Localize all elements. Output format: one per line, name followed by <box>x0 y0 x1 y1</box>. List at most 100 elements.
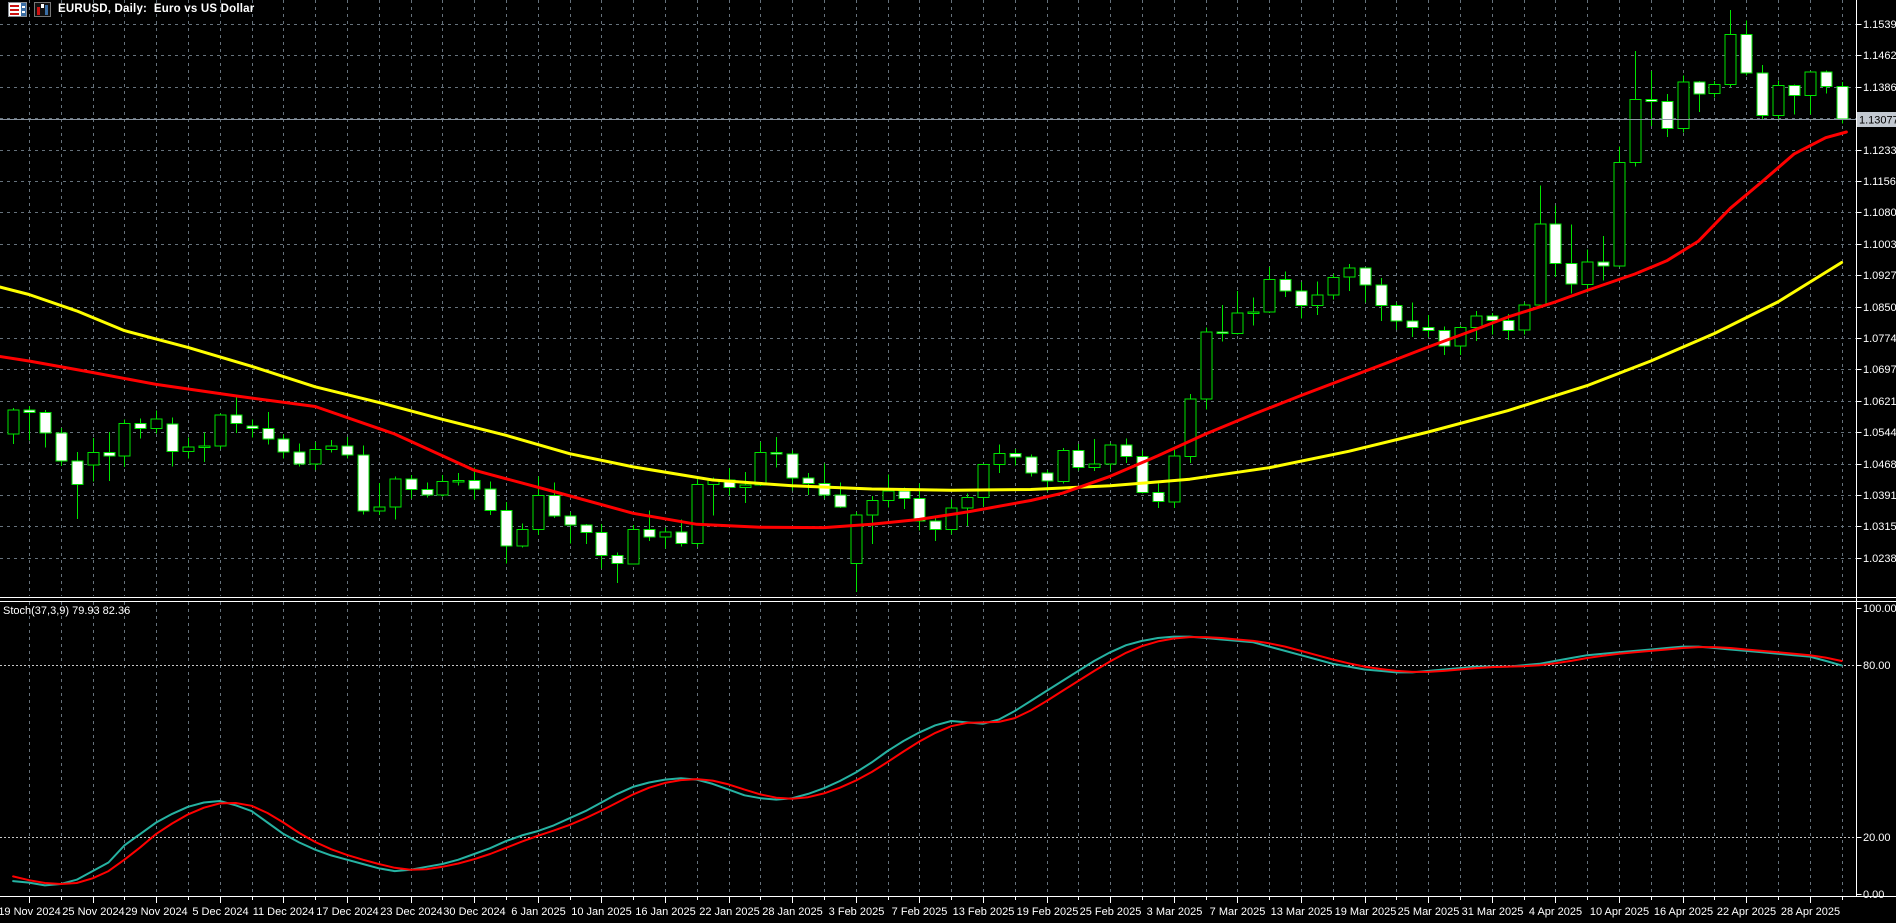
candle-body-bull <box>691 484 704 545</box>
candle-body-bull <box>436 481 449 496</box>
candle-body-bear <box>1009 453 1022 458</box>
price-axis[interactable]: 1.15390 1.14625 1.13860 1.12330 1.11565 1.108… <box>1856 0 1896 901</box>
candle-body-bear <box>39 412 52 434</box>
candle-body-bear <box>1740 34 1753 74</box>
candle-body-bear <box>1025 456 1038 474</box>
time-tick-label: 13 Mar 2025 <box>1271 906 1333 918</box>
candle-body-bull <box>1327 276 1340 296</box>
time-tick-label: 7 Feb 2025 <box>892 906 948 918</box>
candle-body-bull <box>945 507 958 531</box>
stoch-tick-label: 100.00 <box>1863 603 1896 615</box>
price-tick-label: 1.02385 <box>1863 553 1896 565</box>
time-tick-label: 10 Apr 2025 <box>1590 906 1649 918</box>
candle-body-bear <box>1820 71 1833 87</box>
candle-body-bear <box>1295 290 1308 307</box>
candle-body-bear <box>548 495 561 517</box>
candle-body-bear <box>1502 319 1515 331</box>
price-tick-label: 1.06975 <box>1863 364 1896 376</box>
stoch-indicator-label: Stoch(37,3,9) 79.93 82.36 <box>3 605 130 617</box>
candle-body-bull <box>309 449 322 465</box>
time-tick-label: 3 Feb 2025 <box>829 906 885 918</box>
price-tick-label: 1.03915 <box>1863 490 1896 502</box>
candle-body-bull <box>1772 85 1785 117</box>
time-tick-label: 5 Dec 2024 <box>192 906 248 918</box>
time-axis[interactable]: 19 Nov 2024 25 Nov 2024 29 Nov 2024 5 Dec 2… <box>0 896 1896 919</box>
candle-body-bear <box>262 427 275 440</box>
candle-body-bull <box>325 445 338 451</box>
stoch-lines <box>12 635 1843 887</box>
chart-title-bar: EURUSD, Daily: Euro vs US Dollar <box>8 1 254 17</box>
candle-body-bull <box>1200 331 1213 400</box>
candle-body-bull <box>389 478 402 508</box>
candle-body-bull <box>1581 261 1594 285</box>
candle-body-bear <box>166 423 179 452</box>
candle-body-bear <box>1788 85 1801 96</box>
candle-body-bull <box>1104 444 1117 465</box>
time-tick-label: 19 Mar 2025 <box>1335 906 1397 918</box>
time-tick-label: 23 Dec 2024 <box>380 906 442 918</box>
candle-body-bear <box>786 453 799 479</box>
price-tick-label: 1.09270 <box>1863 270 1896 282</box>
current-price-value: 1.13077 <box>1859 115 1896 127</box>
time-tick-label: 11 Dec 2024 <box>253 906 315 918</box>
candle-body-bull <box>993 453 1006 465</box>
candle-body-bear <box>770 452 783 455</box>
candle-body-bull <box>627 528 640 565</box>
stoch-tick-label: 20.00 <box>1863 832 1891 844</box>
time-tick-label: 10 Jan 2025 <box>571 906 632 918</box>
candle-body-bear <box>611 555 624 565</box>
candle-body-bull <box>1470 315 1483 328</box>
candle-body-bull <box>7 409 20 435</box>
candle-body-bear <box>675 531 688 545</box>
candle-body-bull <box>150 418 163 429</box>
candle-body-bull <box>1247 311 1260 315</box>
candle-body-bull <box>882 490 895 502</box>
candle-body-bear <box>898 490 911 500</box>
candle-body-bear <box>341 445 354 456</box>
candle-body-bear <box>595 532 608 557</box>
time-tick-label: 29 Nov 2024 <box>125 906 187 918</box>
candle-body-bear <box>1422 326 1435 332</box>
price-tick-label: 1.03150 <box>1863 521 1896 533</box>
time-tick-label: 25 Nov 2024 <box>62 906 124 918</box>
price-tick-label: 1.05445 <box>1863 427 1896 439</box>
candle-body-bull <box>214 414 227 447</box>
candle-body-bull <box>1343 267 1356 278</box>
ma-overlays <box>0 130 1848 530</box>
time-tick-label: 28 Jan 2025 <box>762 906 823 918</box>
candle-body-bear <box>802 477 815 484</box>
candle-body-bear <box>1152 491 1165 503</box>
time-tick-label: 22 Jan 2025 <box>699 906 760 918</box>
time-tick-label: 13 Feb 2025 <box>953 906 1015 918</box>
candle-body-bear <box>484 488 497 511</box>
candle-body-bull <box>87 452 100 466</box>
candle-body-bull <box>1677 81 1690 130</box>
candle-body-bull <box>1708 83 1721 95</box>
stoch-tick-label: 0.00 <box>1863 889 1884 901</box>
candle-body-bull <box>1724 34 1737 85</box>
candle-body-bear <box>1216 331 1229 334</box>
ma-slow-yellow-line <box>0 261 1844 492</box>
candle-body-bear <box>818 482 831 496</box>
candle-body-bear <box>500 509 513 547</box>
candles-series <box>7 10 1849 593</box>
time-tick-label: 16 Jan 2025 <box>635 906 696 918</box>
time-tick-label: 4 Apr 2025 <box>1529 906 1582 918</box>
time-tick-label: 22 Apr 2025 <box>1717 906 1776 918</box>
time-tick-label: 6 Jan 2025 <box>511 906 565 918</box>
candle-body-bull <box>1311 294 1324 307</box>
candle-body-bear <box>564 515 577 526</box>
candle-body-bear <box>71 460 84 486</box>
price-tick-label: 1.15390 <box>1863 19 1896 31</box>
candle-body-bear <box>929 520 942 531</box>
candle-body-bull <box>1804 71 1817 96</box>
candle-body-bear <box>134 422 147 429</box>
candle-body-bear <box>246 425 259 429</box>
chart-title: EURUSD, Daily: Euro vs US Dollar <box>58 3 255 15</box>
candle-body-bull <box>961 497 974 509</box>
candle-body-bear <box>913 498 926 522</box>
candle-body-bear <box>1693 81 1706 95</box>
candle-body-bull <box>516 528 529 547</box>
